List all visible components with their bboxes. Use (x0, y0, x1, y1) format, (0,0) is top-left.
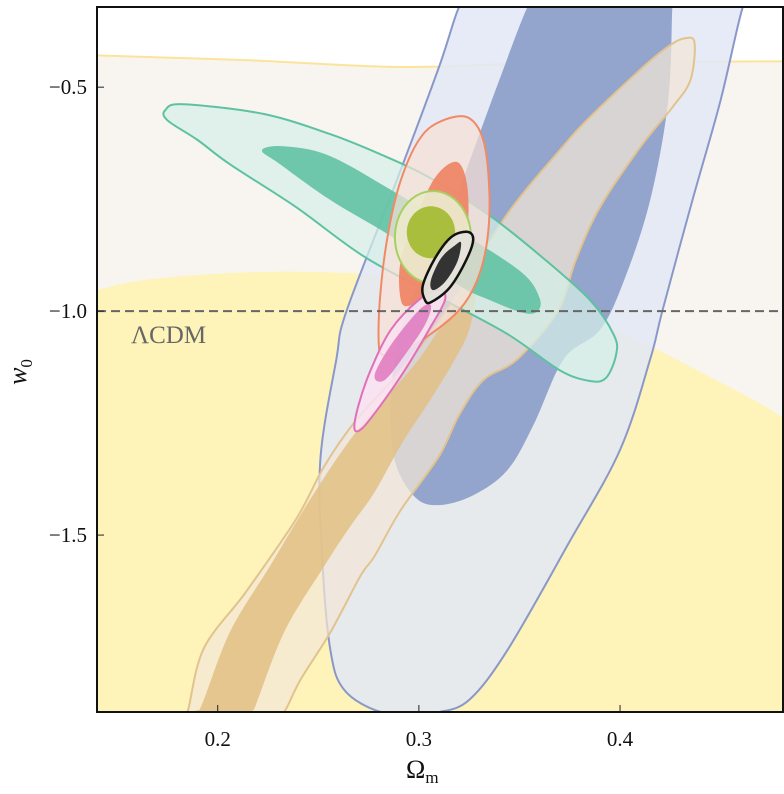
y-tick-label: −0.5 (49, 75, 87, 99)
y-tick-label: −1.5 (49, 523, 87, 547)
x-axis-label: Ωm (406, 755, 439, 787)
y-axis-label: w0 (3, 359, 36, 385)
x-tick-label: 0.2 (205, 727, 231, 751)
contour-black-1sigma (430, 241, 462, 291)
plot-frame (96, 6, 784, 713)
x-axis-label-sub: m (425, 768, 438, 787)
contour-pink-1sigma (374, 303, 432, 382)
lcdm-label: ΛCDM (131, 322, 206, 349)
x-tick-label: 0.3 (406, 727, 432, 751)
x-tick-label: 0.4 (607, 727, 634, 751)
y-tick-label: −1.0 (49, 299, 87, 323)
contour-layer (97, 7, 783, 712)
tick-layer: 0.2 0.3 0.4 −0.5 −1.0 −1.5 (49, 75, 634, 751)
contour-tan-1sigma (186, 288, 476, 712)
y-axis-label-sub: 0 (17, 359, 36, 368)
